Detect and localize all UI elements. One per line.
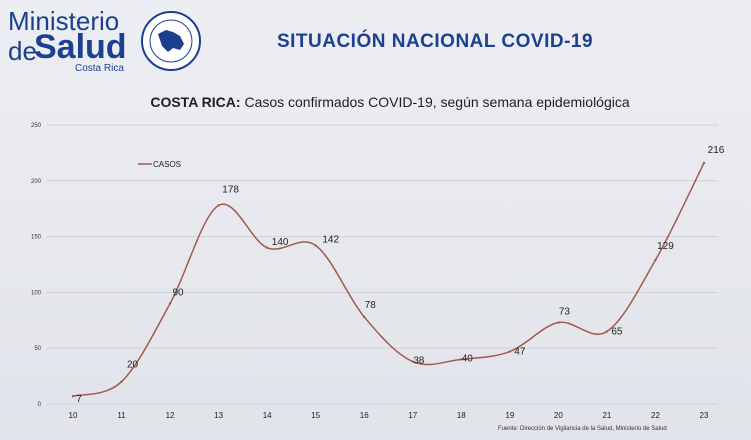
data-label: 78 — [365, 300, 377, 311]
data-point — [605, 330, 609, 333]
chart-title-rest: Casos confirmados COVID-19, según semana… — [240, 94, 630, 110]
logo-text-de: de — [8, 36, 37, 66]
data-point — [411, 360, 414, 363]
series-line-casos — [72, 162, 705, 397]
x-tick-label: 21 — [602, 411, 611, 420]
x-tick-label: 16 — [360, 411, 369, 420]
data-point — [702, 161, 706, 165]
data-label: 47 — [514, 347, 526, 358]
y-tick-label: 250 — [31, 123, 42, 129]
x-tick-label: 17 — [408, 411, 417, 420]
data-label: 65 — [611, 326, 623, 337]
x-tick-label: 10 — [69, 411, 78, 420]
data-label: 129 — [657, 241, 674, 252]
data-point — [265, 246, 269, 249]
data-label: 20 — [127, 360, 139, 371]
logo-text-salud: Salud — [34, 28, 127, 66]
legend-label-casos: CASOS — [153, 160, 181, 169]
data-label: 140 — [272, 237, 289, 248]
y-tick-label: 200 — [31, 179, 42, 185]
x-tick-label: 19 — [505, 411, 514, 420]
x-tick-label: 15 — [311, 411, 320, 420]
x-tick-label: 18 — [457, 411, 466, 420]
chart-title-bold: COSTA RICA: — [150, 94, 241, 110]
chart-title: COSTA RICA: Casos confirmados COVID-19, … — [80, 94, 700, 110]
data-label: 7 — [76, 394, 82, 405]
data-label: 216 — [708, 145, 725, 156]
data-point — [314, 244, 317, 247]
main-title: SITUACIÓN NACIONAL COVID-19 — [276, 31, 594, 52]
logo-text-ministerio: Ministerio — [8, 6, 120, 36]
data-point — [363, 315, 366, 319]
x-tick-label: 13 — [214, 411, 223, 420]
x-tick-label: 14 — [263, 411, 272, 420]
y-tick-label: 50 — [34, 346, 41, 352]
x-tick-label: 11 — [117, 411, 126, 420]
seal-icon — [141, 11, 201, 71]
x-tick-label: 12 — [166, 411, 175, 420]
data-point — [460, 358, 463, 361]
data-point — [654, 258, 657, 262]
data-point — [217, 204, 220, 207]
data-label: 38 — [413, 356, 425, 367]
y-tick-label: 0 — [38, 402, 42, 408]
data-label: 178 — [222, 184, 239, 195]
data-point — [508, 350, 512, 353]
logo-text-country: Costa Rica — [75, 63, 124, 74]
data-label: 40 — [462, 353, 474, 364]
y-tick-label: 100 — [31, 290, 42, 296]
x-tick-label: 20 — [554, 411, 563, 420]
x-tick-label: 23 — [700, 411, 709, 420]
data-label: 142 — [322, 235, 339, 246]
data-label: 73 — [559, 307, 571, 318]
data-point — [71, 394, 75, 398]
data-point — [168, 302, 172, 305]
data-label: 90 — [173, 288, 185, 299]
data-point — [557, 321, 560, 324]
y-tick-label: 150 — [31, 235, 42, 241]
x-tick-label: 22 — [651, 411, 660, 420]
data-point — [120, 380, 123, 383]
source-footnote: Fuente: Dirección de Vigilancia de la Sa… — [498, 426, 667, 432]
